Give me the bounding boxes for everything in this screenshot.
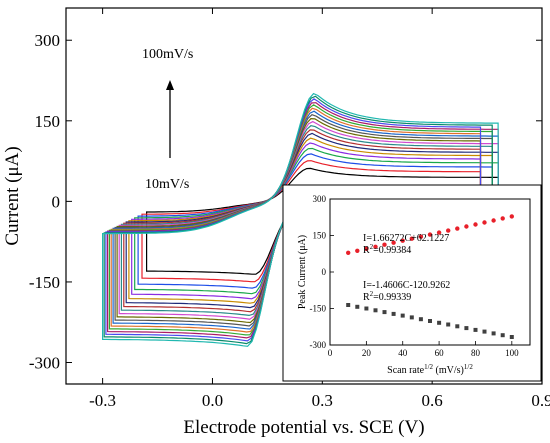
inset-cathodic-point	[382, 310, 387, 315]
inset-anodic-r2: R2=0.99384	[363, 243, 411, 256]
inset-x-title-part2: (mV/s)	[433, 365, 464, 376]
inset-anodic-point	[473, 222, 478, 227]
inset-x-tick-label: 60	[435, 348, 445, 358]
inset-cathodic-r2-label: R	[363, 292, 370, 303]
inset-anodic-r2-sup: 2	[370, 243, 374, 251]
inset-x-title-part3: 1/2	[464, 363, 473, 371]
inset-cathodic-point	[437, 320, 442, 325]
x-tick-label: -0.3	[89, 391, 116, 410]
inset-anodic-point	[455, 226, 460, 231]
annotation-100mvs: 100mV/s	[142, 47, 193, 62]
y-tick-label: 150	[35, 112, 61, 131]
inset-y-tick-label: -150	[310, 304, 327, 314]
inset-x-tick-label: 80	[471, 348, 481, 358]
inset-background	[282, 184, 542, 382]
inset-anodic-point	[409, 236, 414, 241]
inset-anodic-r2-label: R	[363, 245, 370, 256]
inset-y-axis-title: Peak Current (μA)	[297, 235, 308, 309]
y-tick-label: -300	[29, 354, 60, 373]
inset-cathodic-point	[473, 327, 478, 332]
annotation-10mvs: 10mV/s	[145, 177, 189, 192]
inset-anodic-equation: I=1.66272C+62.1227	[363, 233, 449, 244]
inset-x-tick-label: 20	[362, 348, 372, 358]
inset-cathodic-point	[500, 333, 505, 338]
scan-rate-arrow-head	[166, 80, 174, 90]
y-tick-label: -150	[29, 273, 60, 292]
inset-cathodic-point	[428, 319, 432, 323]
y-tick-label: 0	[52, 192, 61, 211]
inset-cathodic-point	[409, 315, 414, 320]
inset-cathodic-point	[464, 326, 469, 331]
inset-anodic-point	[391, 240, 396, 245]
inset-x-title-part0: Scan rate	[387, 365, 424, 376]
inset-anodic-r2-value: =0.99384	[373, 245, 411, 256]
main-axis-ticks: -0.3 0.0 0.3 0.6 0.9 300 150 0 -150 -300	[29, 8, 550, 410]
inset-anodic-point	[436, 230, 442, 235]
inset-anodic-point	[509, 214, 514, 219]
inset-anodic-point	[500, 216, 505, 221]
inset-cathodic-point	[509, 335, 514, 339]
inset-cathodic-point	[346, 303, 351, 307]
inset-anodic-point	[464, 224, 469, 229]
inset-x-tick-label: 40	[398, 348, 408, 358]
inset-cathodic-point	[418, 317, 423, 322]
inset-cathodic-r2-value: =0.99339	[373, 292, 411, 303]
inset-x-title-part1: 1/2	[424, 363, 433, 371]
inset-cathodic-point	[355, 304, 360, 309]
inset-anodic-point	[373, 244, 378, 249]
inset-y-tick-label: -300	[310, 340, 327, 350]
inset-cathodic-point	[400, 313, 405, 318]
inset-cathodic-equation: I=-1.4606C-120.9262	[363, 280, 450, 291]
x-tick-label: 0.9	[531, 391, 550, 410]
y-axis-title: Current (μA)	[2, 146, 23, 245]
main-plot-frame	[65, 7, 543, 385]
inset-points	[346, 214, 514, 339]
inset-x-tick-label: 0	[328, 348, 333, 358]
inset-x-tick-label: 100	[505, 348, 519, 358]
inset-y-tick-label: 150	[313, 231, 327, 241]
inset-anodic-point	[355, 248, 360, 253]
inset-anodic-point	[382, 242, 387, 247]
inset-anodic-point	[482, 220, 487, 225]
x-axis-title: Electrode potential vs. SCE (V)	[183, 417, 424, 438]
inset-anodic-point	[491, 218, 496, 223]
inset-cathodic-point	[482, 329, 487, 334]
x-tick-label: 0.6	[422, 391, 443, 410]
inset-cathodic-point	[391, 311, 396, 316]
inset-y-tick-label: 0	[322, 267, 327, 277]
x-tick-label: 0.0	[202, 391, 223, 410]
y-tick-label: 300	[35, 31, 61, 50]
inset-cathodic-r2-sup: 2	[370, 290, 374, 298]
inset-y-tick-label: 300	[313, 194, 327, 204]
inset-anodic-point	[346, 250, 351, 255]
x-tick-label: 0.3	[312, 391, 333, 410]
inset-cathodic-point	[364, 306, 369, 311]
inset-cathodic-point	[491, 331, 496, 336]
inset-cathodic-point	[446, 322, 451, 327]
inset-anodic-point	[418, 234, 424, 239]
inset-cathodic-point	[455, 324, 460, 329]
inset-x-axis-title: Scan rate1/2 (mV/s)1/2	[387, 363, 473, 376]
inset-anodic-point	[446, 228, 451, 233]
inset-anodic-point	[364, 246, 369, 251]
inset-cathodic-point	[373, 308, 378, 313]
inset-anodic-point	[427, 232, 433, 237]
inset-cathodic-r2: R2=0.99339	[363, 290, 411, 303]
inset-anodic-point	[400, 238, 405, 243]
inset-axis-ticks: 0 20 40 60 80 100 300 150 0 -150 -300	[310, 194, 520, 358]
